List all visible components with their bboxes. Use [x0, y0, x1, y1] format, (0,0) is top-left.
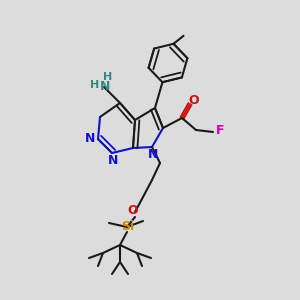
Text: N: N	[108, 154, 118, 167]
Text: N: N	[100, 80, 110, 92]
Text: N: N	[148, 148, 158, 160]
Text: H: H	[90, 80, 100, 90]
Text: F: F	[216, 124, 224, 137]
Text: O: O	[189, 94, 199, 106]
Text: N: N	[85, 131, 95, 145]
Text: O: O	[128, 205, 138, 218]
Text: H: H	[103, 72, 112, 82]
Text: Si: Si	[122, 220, 135, 233]
